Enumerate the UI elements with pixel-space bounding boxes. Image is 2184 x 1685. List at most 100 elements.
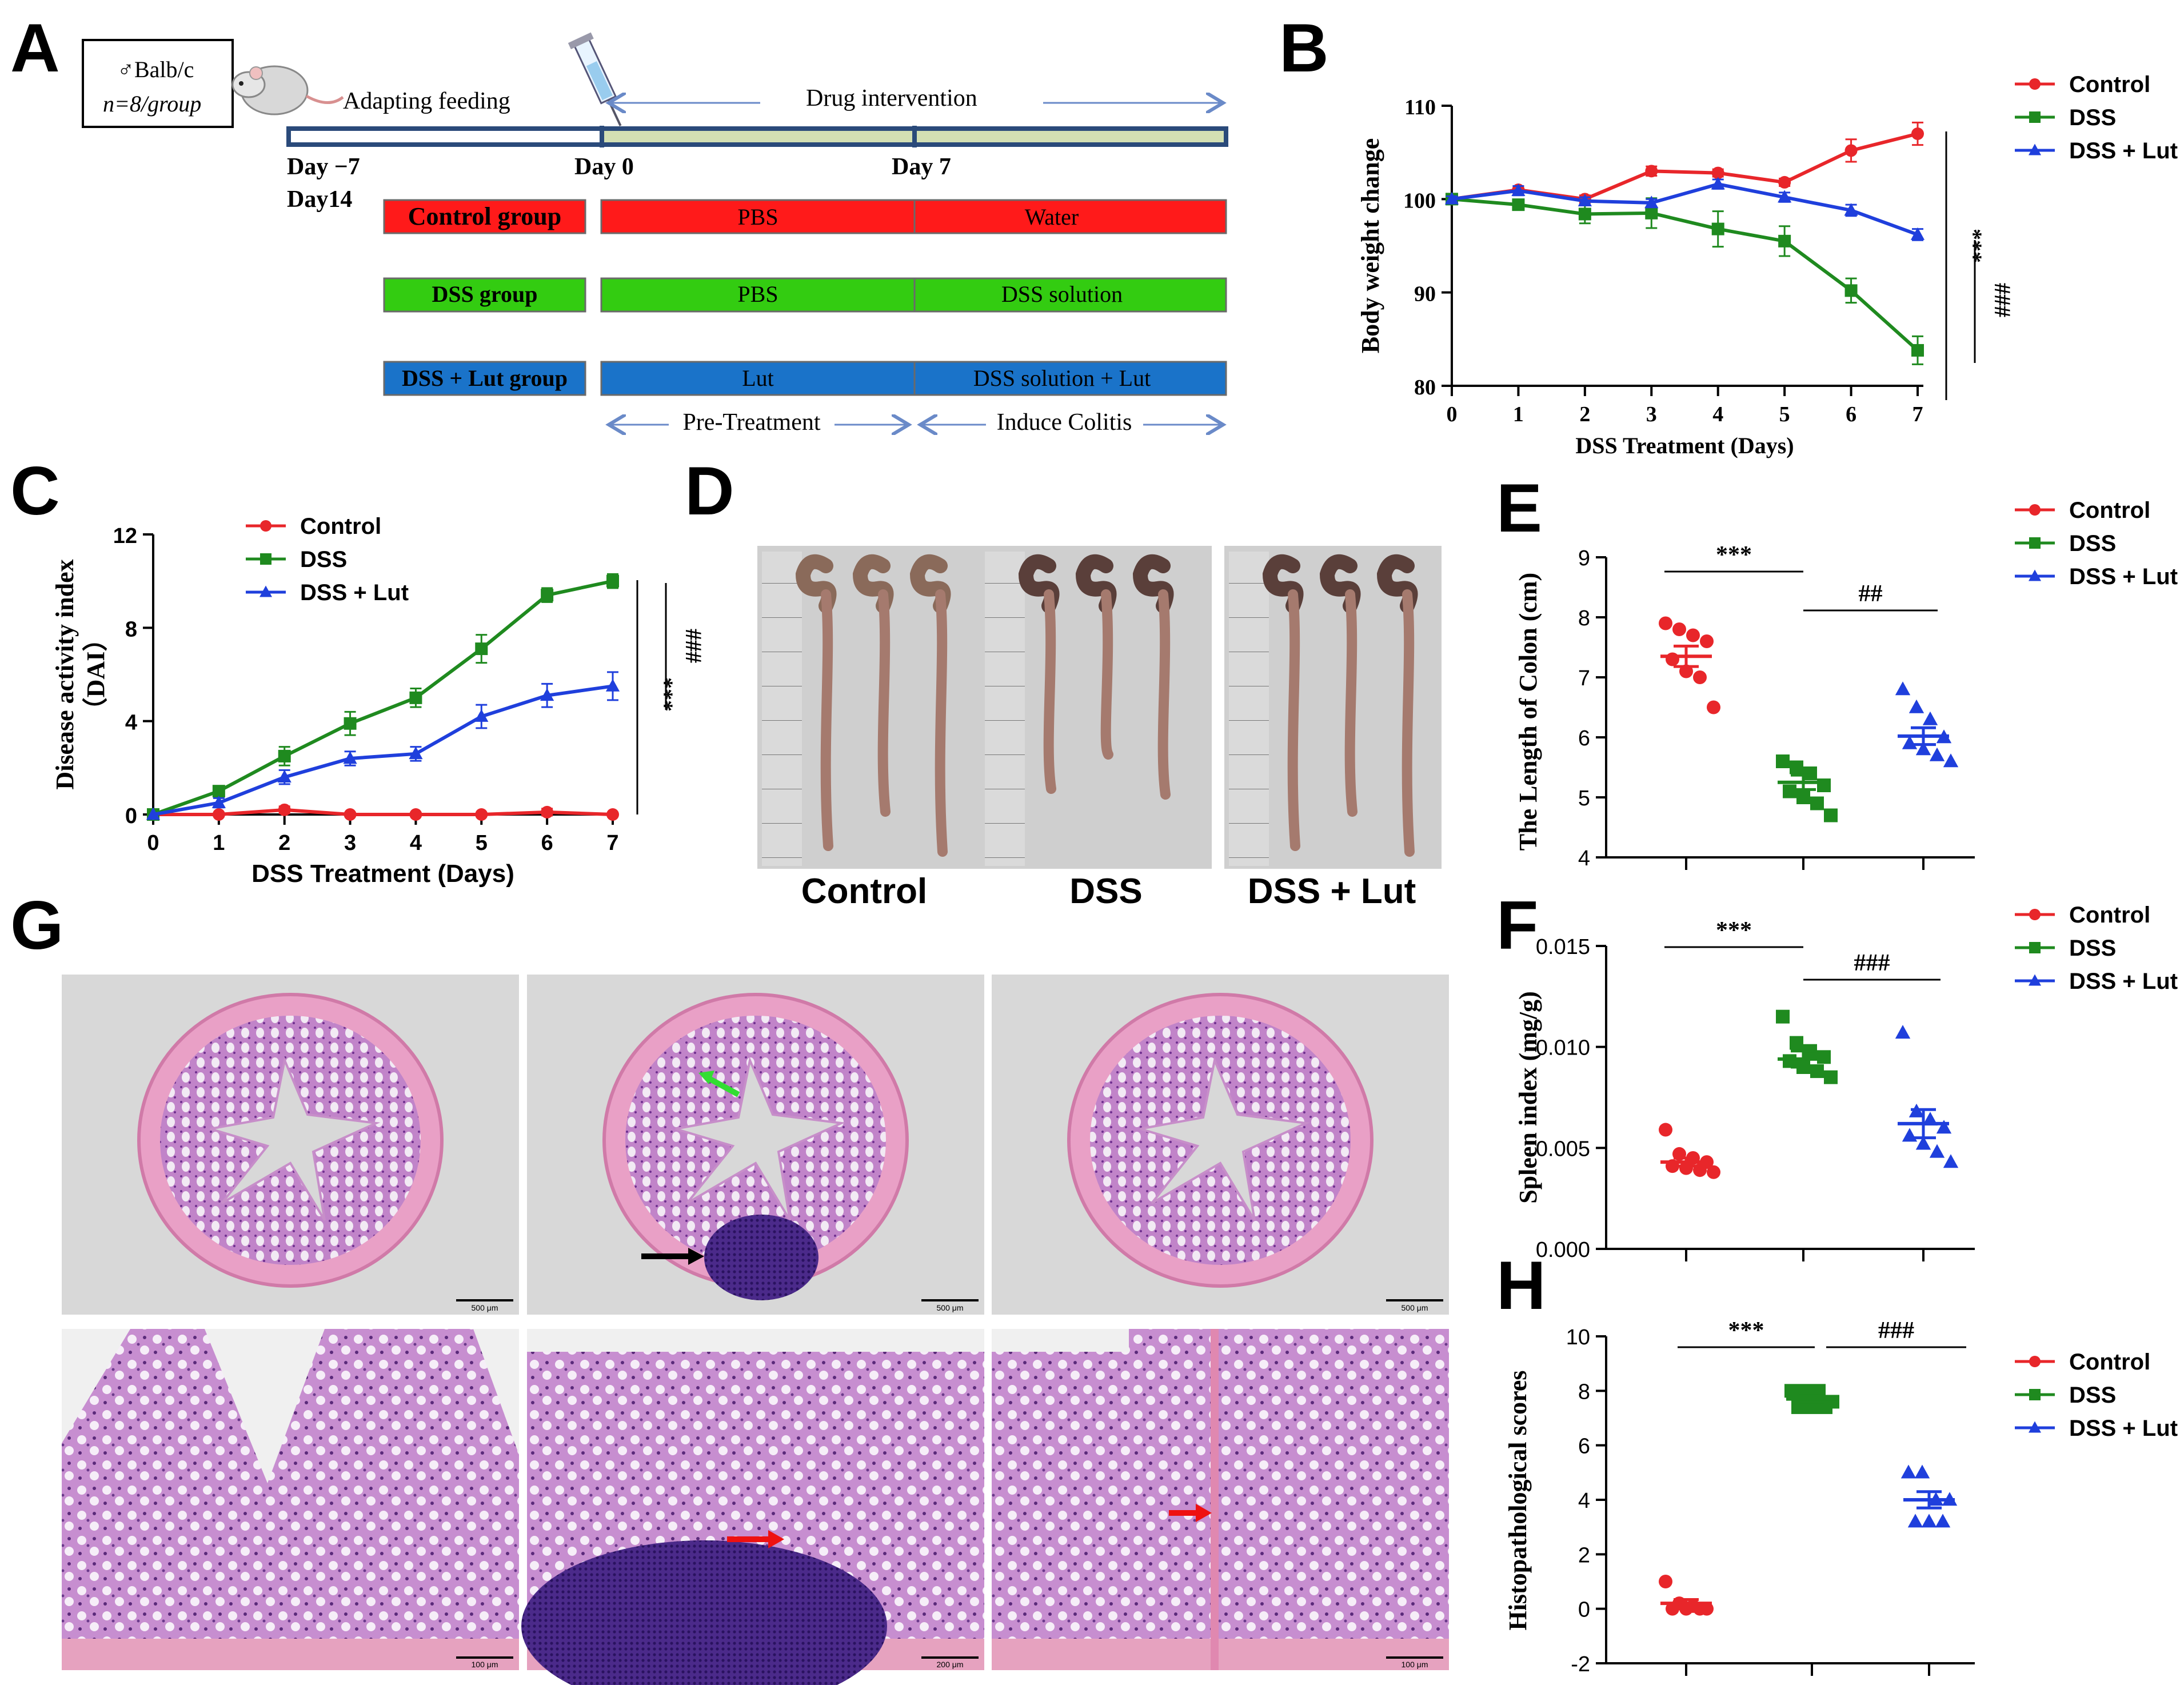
x-axis-label: DSS Treatment (Days) — [251, 860, 514, 888]
data-point-lut — [277, 770, 292, 783]
y-tick-label: 2 — [1578, 1543, 1590, 1567]
colon-specimen — [1344, 589, 1357, 817]
data-point-dss — [1512, 198, 1525, 211]
pretreatment-label: Pre-Treatment — [682, 409, 820, 436]
data-point-lut — [1907, 1514, 1923, 1528]
chart-e-colon-length: 4 5 6 7 8 9 The Length of Colon (cm) Control DSS… — [1514, 498, 2178, 871]
muscle-layer — [992, 1639, 1449, 1670]
day14-label: Day14 — [287, 186, 352, 213]
x-tick-label: 6 — [1846, 402, 1856, 426]
ruler-icon — [985, 552, 1025, 866]
series-line-lut — [153, 684, 613, 816]
y-tick-label: 0 — [1578, 1598, 1590, 1622]
panel-letter-d: D — [685, 453, 734, 529]
series-line-dss — [152, 579, 613, 816]
data-point-control — [1911, 127, 1924, 140]
x-tick-label: 1 — [213, 831, 225, 855]
data-point-control — [541, 805, 554, 818]
dss-seg2-label: DSS solution — [1001, 281, 1123, 307]
x-tick-label: 0 — [147, 831, 159, 855]
arrow-black-head — [688, 1248, 704, 1265]
y-axis-label: Body weight change — [1356, 138, 1384, 353]
sig-stars: *** — [1961, 229, 1987, 263]
y-tick-label: 12 — [113, 524, 137, 548]
data-point-lut — [1778, 190, 1792, 203]
y-tick-label: 100 — [1403, 189, 1436, 213]
induce-colitis-label: Induce Colitis — [997, 409, 1132, 436]
legend-label-dss: DSS — [2069, 936, 2116, 961]
data-point-lut — [409, 746, 423, 760]
legend-label-dss: DSS — [2069, 1383, 2116, 1408]
data-point-lut — [1929, 1144, 1945, 1158]
control-seg2-label: Water — [1025, 204, 1079, 230]
legend-marker-dss — [2029, 942, 2041, 953]
colon-photo-label-dss: DSS — [1069, 872, 1142, 911]
y-axis-label: Histopathological scores — [1504, 1370, 1532, 1630]
lumen — [675, 1056, 846, 1221]
legend-label-control: Control — [2069, 903, 2150, 928]
lumen-area — [62, 1329, 130, 1443]
y-tick-label: 0.015 — [1536, 935, 1590, 959]
legend-label-dss: DSS — [2069, 531, 2116, 556]
y-axis-label-unit: （DAI） — [82, 626, 110, 723]
y-tick-label: 8 — [1578, 1380, 1590, 1404]
data-point-control — [1700, 634, 1714, 648]
x-tick-label: 5 — [1779, 402, 1790, 426]
data-point-control — [606, 808, 619, 821]
data-point-dss — [475, 642, 488, 656]
lut-seg1-label: Lut — [742, 365, 774, 391]
legend-marker-dss — [260, 553, 271, 565]
data-point-dss — [1803, 766, 1817, 780]
colon-specimen — [820, 589, 833, 851]
muscle-layer — [62, 1639, 519, 1670]
y-tick-label: 10 — [1566, 1325, 1590, 1349]
legend-label-lut: DSS + Lut — [2069, 138, 2178, 163]
x-tick-label: 2 — [1579, 402, 1590, 426]
data-point-lut — [1915, 1136, 1931, 1150]
dss-group-row: DSS group PBS DSS solution — [383, 277, 1227, 313]
legend-label-control: Control — [2069, 1349, 2150, 1375]
arrow-green-head — [698, 1071, 714, 1084]
data-point-lut — [1943, 1154, 1959, 1168]
drug-intervention-label: Drug intervention — [806, 85, 977, 111]
legend-marker-lut — [2029, 1421, 2041, 1433]
arrow-red-head — [768, 1530, 784, 1548]
y-tick-label: 6 — [1578, 726, 1590, 750]
lut-group-row: DSS + Lut group Lut DSS solution + Lut — [383, 361, 1227, 396]
data-point-lut — [1711, 177, 1725, 190]
panel-letter-g: G — [10, 887, 63, 964]
data-point-lut — [1910, 227, 1925, 240]
sig-hash: ### — [681, 629, 706, 663]
data-point-lut — [1900, 1464, 1917, 1479]
legend-label-dss: DSS — [2069, 105, 2116, 130]
data-point-dss — [212, 785, 225, 798]
legend-marker-dss — [2029, 111, 2041, 123]
legend-marker-lut — [259, 585, 272, 597]
data-point-dss — [1790, 760, 1803, 774]
legend-marker-control — [2029, 909, 2041, 920]
data-point-control — [344, 808, 357, 821]
day7-label: Day 7 — [892, 154, 951, 180]
colon-photo-label-control: Control — [801, 872, 927, 911]
data-point-dss — [1778, 234, 1791, 247]
data-point-lut — [1929, 747, 1945, 761]
data-point-control — [1711, 166, 1724, 179]
data-point-dss — [1844, 284, 1858, 297]
legend-marker-dss — [2029, 1389, 2041, 1400]
chart-h-histopathology: -2 0 2 4 6 8 10 Histopathological scores Control… — [1504, 1317, 2178, 1676]
x-tick-label: 6 — [541, 831, 553, 855]
data-point-lut — [1935, 1514, 1951, 1528]
data-point-dss — [1817, 778, 1831, 792]
data-point-control — [1672, 622, 1686, 636]
histology-bottom-bg — [992, 1329, 1449, 1670]
scale-bar-label: 100 μm — [1402, 1660, 1428, 1669]
colon-specimen — [1402, 589, 1415, 857]
data-point-dss — [606, 574, 619, 588]
data-point-lut — [1902, 1128, 1918, 1142]
data-point-control — [1666, 1602, 1679, 1616]
sig-label: ### — [1854, 950, 1890, 976]
data-point-control — [1666, 652, 1679, 666]
adapting-feeding-label: Adapting feeding — [343, 88, 510, 114]
sig-label: *** — [1716, 917, 1752, 944]
panel-letter-b: B — [1279, 10, 1329, 86]
